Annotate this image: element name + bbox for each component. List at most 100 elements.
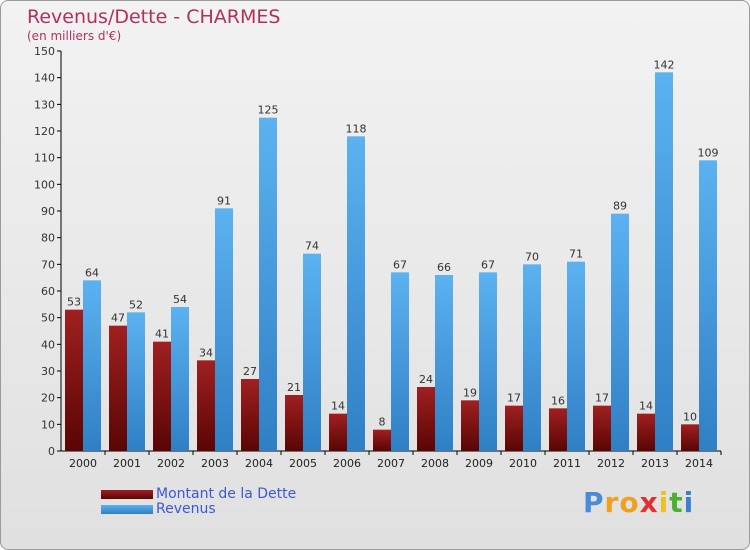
x-tick-label: 2011 xyxy=(553,457,581,470)
data-label-revenue: 89 xyxy=(613,200,627,213)
bar-revenue xyxy=(391,272,409,451)
data-label-revenue: 142 xyxy=(654,58,675,71)
bar-revenue xyxy=(171,307,189,451)
y-tick-label: 20 xyxy=(41,392,55,405)
y-tick-label: 90 xyxy=(41,205,55,218)
y-tick-label: 60 xyxy=(41,285,55,298)
x-tick-label: 2007 xyxy=(377,457,405,470)
legend-label-debt: Montant de la Dette xyxy=(156,486,297,502)
x-tick-label: 2010 xyxy=(509,457,537,470)
x-tick-label: 2002 xyxy=(157,457,185,470)
data-label-revenue: 64 xyxy=(85,266,99,279)
y-tick-label: 30 xyxy=(41,365,55,378)
logo-letter: i xyxy=(658,486,670,519)
data-label-debt: 14 xyxy=(639,400,653,413)
y-tick-label: 120 xyxy=(34,125,55,138)
bar-revenue xyxy=(479,272,497,451)
data-label-revenue: 71 xyxy=(569,248,583,261)
data-label-debt: 19 xyxy=(463,386,477,399)
x-tick-label: 2009 xyxy=(465,457,493,470)
data-label-revenue: 91 xyxy=(217,194,231,207)
logo-letter: i xyxy=(683,486,695,519)
proxiti-logo: Proxiti xyxy=(583,486,694,519)
x-tick-label: 2003 xyxy=(201,457,229,470)
y-tick-label: 80 xyxy=(41,232,55,245)
data-label-debt: 24 xyxy=(419,373,433,386)
bar-revenue xyxy=(259,117,277,452)
bar-revenue xyxy=(215,208,233,451)
x-tick-label: 2006 xyxy=(333,457,361,470)
data-label-revenue: 66 xyxy=(437,261,451,274)
y-tick-label: 10 xyxy=(41,418,55,431)
data-label-debt: 14 xyxy=(331,400,345,413)
y-tick-label: 40 xyxy=(41,338,55,351)
x-tick-label: 2005 xyxy=(289,457,317,470)
data-label-revenue: 118 xyxy=(346,122,367,135)
data-label-revenue: 52 xyxy=(129,298,143,311)
x-tick-label: 2014 xyxy=(685,457,713,470)
data-label-revenue: 125 xyxy=(258,104,279,117)
data-label-debt: 41 xyxy=(155,328,169,341)
data-label-revenue: 70 xyxy=(525,250,539,263)
bar-debt xyxy=(65,309,83,451)
y-tick-label: 50 xyxy=(41,312,55,325)
data-label-debt: 10 xyxy=(683,410,697,423)
logo-letter: t xyxy=(669,486,684,519)
data-label-revenue: 54 xyxy=(173,293,187,306)
data-label-revenue: 67 xyxy=(393,258,407,271)
data-label-debt: 17 xyxy=(595,392,609,405)
bar-revenue xyxy=(127,312,145,451)
bar-debt xyxy=(461,400,479,451)
chart-title: Revenus/Dette - CHARMES xyxy=(27,6,281,28)
logo-letter: x xyxy=(639,486,659,519)
bar-debt xyxy=(153,341,171,451)
y-tick-label: 150 xyxy=(34,45,55,58)
bar-debt xyxy=(285,395,303,451)
data-label-debt: 53 xyxy=(67,296,81,309)
logo-letter: P xyxy=(583,486,605,519)
bar-revenue xyxy=(83,280,101,451)
y-tick-label: 100 xyxy=(34,178,55,191)
legend-swatch-revenue xyxy=(101,505,153,514)
chart-subtitle: (en milliers d'€) xyxy=(27,29,122,43)
bar-debt xyxy=(241,379,259,451)
data-label-debt: 16 xyxy=(551,394,565,407)
bar-debt xyxy=(329,413,347,451)
bar-debt xyxy=(505,405,523,451)
legend-swatch-debt xyxy=(101,490,153,499)
x-tick-label: 2012 xyxy=(597,457,625,470)
data-label-debt: 27 xyxy=(243,365,257,378)
y-tick-label: 70 xyxy=(41,258,55,271)
y-tick-label: 140 xyxy=(34,72,55,85)
bar-debt xyxy=(109,325,127,451)
bar-debt xyxy=(549,408,567,451)
bar-revenue xyxy=(699,160,717,452)
x-tick-label: 2013 xyxy=(641,457,669,470)
logo-letter: r xyxy=(604,486,620,519)
bar-debt xyxy=(593,405,611,451)
y-tick-label: 110 xyxy=(34,152,55,165)
x-tick-label: 2008 xyxy=(421,457,449,470)
bar-revenue xyxy=(611,213,629,451)
x-tick-label: 2004 xyxy=(245,457,273,470)
data-label-debt: 47 xyxy=(111,312,125,325)
data-label-debt: 8 xyxy=(379,416,386,429)
bar-debt xyxy=(197,360,215,451)
data-label-debt: 17 xyxy=(507,392,521,405)
x-tick-label: 2001 xyxy=(113,457,141,470)
data-label-debt: 21 xyxy=(287,381,301,394)
bar-debt xyxy=(681,424,699,451)
bar-revenue xyxy=(655,72,673,451)
bar-revenue xyxy=(435,275,453,451)
data-label-revenue: 74 xyxy=(305,240,319,253)
y-tick-label: 0 xyxy=(48,445,55,458)
logo-letter: o xyxy=(619,486,640,519)
bar-revenue xyxy=(567,261,585,451)
bar-debt xyxy=(637,413,655,451)
bar-revenue xyxy=(347,136,365,452)
bar-debt xyxy=(373,429,391,451)
y-tick-label: 130 xyxy=(34,98,55,111)
bar-revenue xyxy=(303,253,321,451)
x-tick-label: 2000 xyxy=(69,457,97,470)
